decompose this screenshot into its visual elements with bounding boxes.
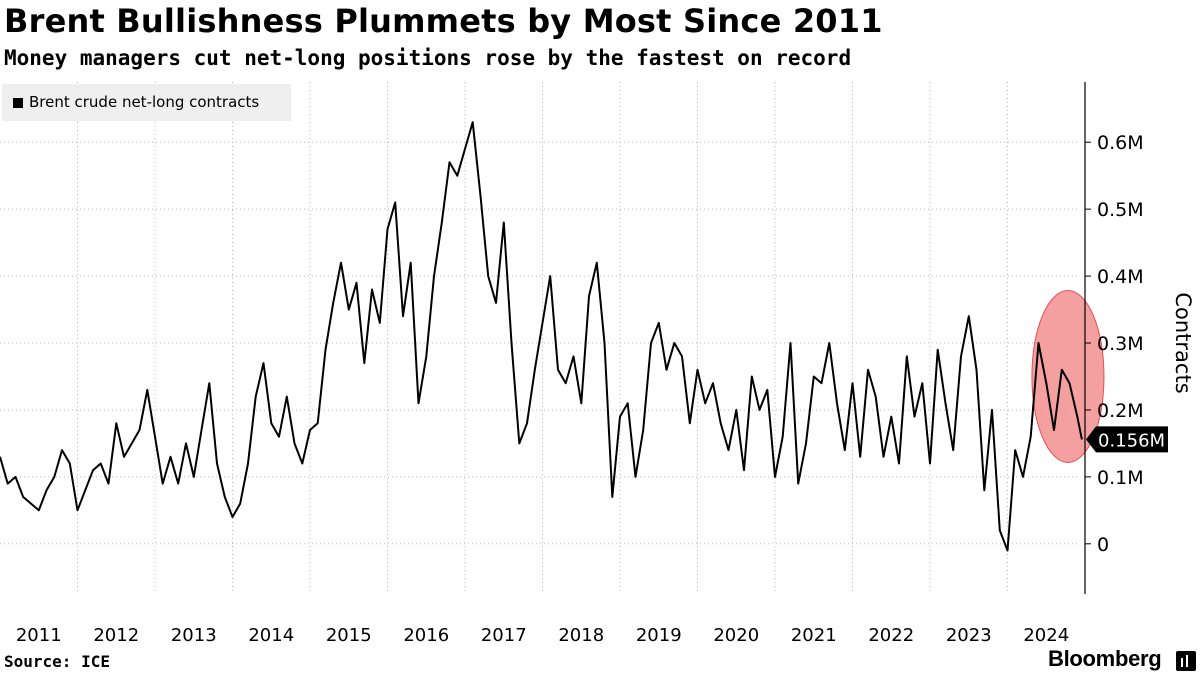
grid-layer [0, 82, 1079, 594]
series-layer [0, 121, 1083, 552]
highlight-ellipse [1031, 289, 1105, 463]
x-axis: 2011 2012 2013 2014 2015 2016 2017 2018 2019 2020… [16, 625, 1069, 646]
x-tick-label: 2019 [636, 625, 682, 646]
last-value-badge [1086, 426, 1168, 453]
y-tick-label: 0.4M [1097, 266, 1144, 288]
y-axis-title: Contracts [1171, 292, 1195, 394]
y-tick-label: 0.3M [1097, 333, 1144, 355]
x-tick-label: 2013 [171, 625, 217, 646]
x-tick-label: 2024 [1023, 625, 1069, 646]
x-tick-label: 2012 [93, 625, 139, 646]
y-tick-label: 0.5M [1097, 199, 1144, 221]
last-value-label: 0.156M [1098, 430, 1165, 451]
last-value-marker: 0.156M [1086, 426, 1168, 453]
x-tick-label: 2020 [713, 625, 759, 646]
y-axis: 0 0.1M 0.2M 0.3M 0.4M 0.5M 0.6M [1084, 82, 1144, 594]
y-tick-label: 0.2M [1097, 400, 1144, 422]
x-tick-label: 2016 [403, 625, 449, 646]
y-tick-label: 0 [1097, 534, 1109, 556]
bloomberg-logo: Bloomberg [1048, 646, 1162, 671]
x-tick-label: 2018 [558, 625, 604, 646]
x-tick-label: 2017 [481, 625, 527, 646]
x-tick-label: 2015 [326, 625, 372, 646]
chart-subtitle: Money managers cut net-long positions ro… [4, 46, 852, 70]
x-tick-label: 2021 [791, 625, 837, 646]
chart-title: Brent Bullishness Plummets by Most Since… [4, 2, 883, 40]
x-tick-label: 2014 [248, 625, 294, 646]
series-line [0, 121, 1083, 552]
x-tick-label: 2011 [16, 625, 62, 646]
x-tick-label: 2023 [946, 625, 992, 646]
legend-label: Brent crude net-long contracts [29, 93, 260, 111]
source-note: Source: ICE [4, 652, 110, 671]
bloomberg-terminal-icon [1176, 651, 1196, 671]
y-tick-label: 0.1M [1097, 467, 1144, 489]
highlight-layer [1031, 289, 1105, 463]
legend-swatch [13, 98, 23, 108]
y-tick-label: 0.6M [1097, 132, 1144, 154]
x-tick-label: 2022 [868, 625, 914, 646]
legend: Brent crude net-long contracts [2, 84, 291, 121]
y-axis-title-container: Contracts [1168, 283, 1198, 403]
